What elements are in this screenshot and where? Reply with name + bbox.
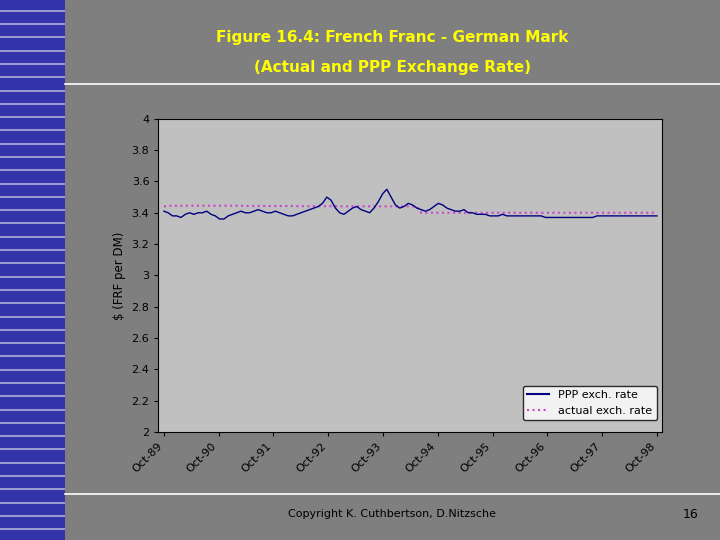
Text: Copyright K. Cuthbertson, D.Nitzsche: Copyright K. Cuthbertson, D.Nitzsche: [289, 509, 496, 519]
Text: Figure 16.4: French Franc - German Mark: Figure 16.4: French Franc - German Mark: [216, 30, 569, 45]
Legend: PPP exch. rate, actual exch. rate: PPP exch. rate, actual exch. rate: [523, 386, 657, 420]
Text: 16: 16: [683, 508, 698, 521]
Y-axis label: $ (FRF per DM): $ (FRF per DM): [113, 231, 126, 320]
Text: (Actual and PPP Exchange Rate): (Actual and PPP Exchange Rate): [254, 60, 531, 75]
